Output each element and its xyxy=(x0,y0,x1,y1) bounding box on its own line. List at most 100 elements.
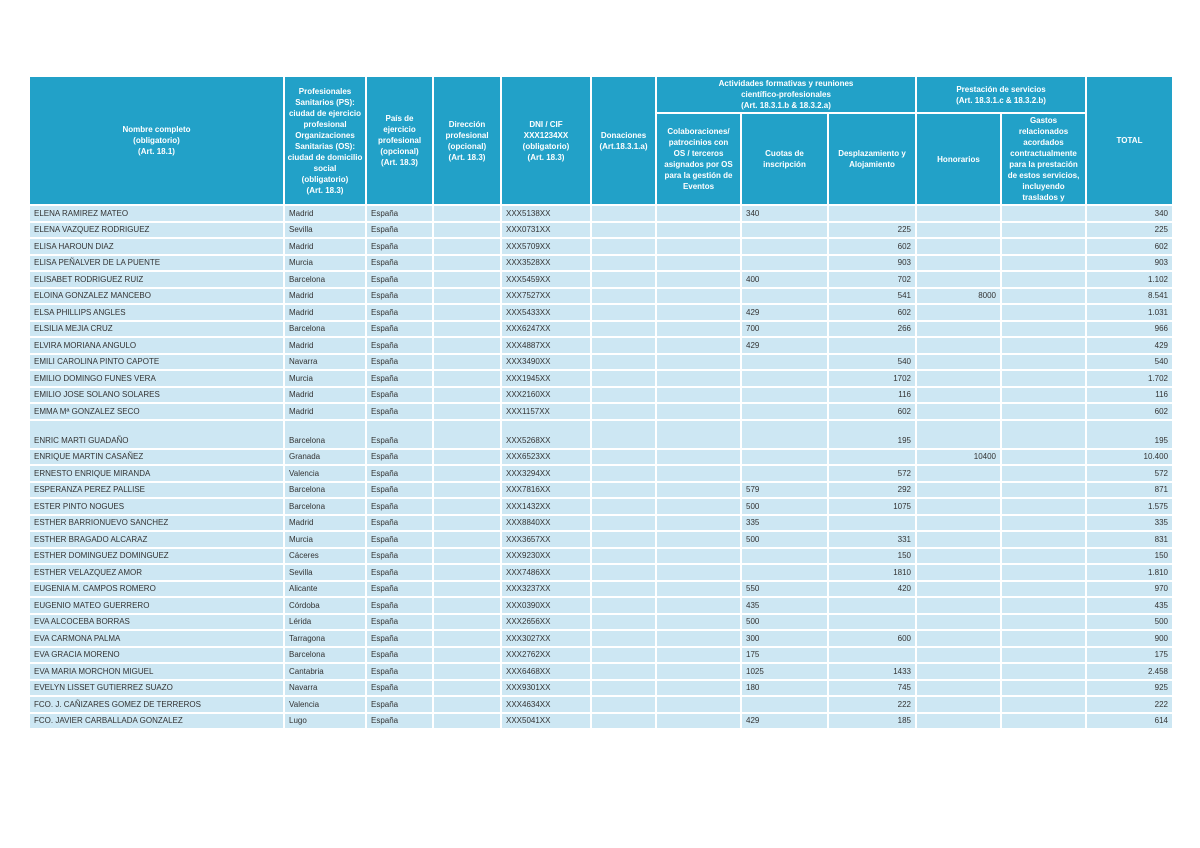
cell-donaciones xyxy=(590,286,657,305)
table-row: ELISA PEÑALVER DE LA PUENTE Murcia Españ… xyxy=(28,253,1175,272)
cell-donaciones xyxy=(590,352,657,371)
cell-pais: España xyxy=(365,369,434,388)
cell-donaciones xyxy=(590,645,657,664)
cell-colaboraciones xyxy=(655,563,742,582)
cell-gastos xyxy=(999,596,1088,615)
cell-nombre: EVA MARIA MORCHON MIGUEL xyxy=(28,662,285,681)
cell-ciudad: Lugo xyxy=(283,711,367,730)
cell-ciudad: Sevilla xyxy=(283,563,367,582)
cell-dni: XXX5459XX xyxy=(500,270,592,289)
cell-direccion xyxy=(432,336,502,355)
cell-honorarios xyxy=(915,513,1002,532)
header-group-actividades-formativas: Actividades formativas y reuniones cient… xyxy=(655,75,917,114)
cell-donaciones xyxy=(590,402,657,421)
cell-ciudad: Navarra xyxy=(283,352,367,371)
cell-ciudad: Madrid xyxy=(283,237,367,256)
table-row: ELISABET RODRIGUEZ RUIZ Barcelona España… xyxy=(28,270,1175,289)
cell-honorarios xyxy=(915,253,1002,272)
table-row: ELVIRA MORIANA ANGULO Madrid España XXX4… xyxy=(28,336,1175,355)
cell-gastos xyxy=(999,480,1088,499)
cell-ciudad: Madrid xyxy=(283,303,367,322)
cell-ciudad: Navarra xyxy=(283,678,367,697)
cell-total: 429 xyxy=(1085,336,1175,355)
cell-nombre: ELENA VAZQUEZ RODRIGUEZ xyxy=(28,220,285,239)
cell-cuotas: 340 xyxy=(740,204,829,223)
cell-colaboraciones xyxy=(655,303,742,322)
cell-pais: España xyxy=(365,303,434,322)
cell-gastos xyxy=(999,220,1088,239)
cell-honorarios xyxy=(915,579,1002,598)
cell-ciudad: Granada xyxy=(283,447,367,466)
cell-donaciones xyxy=(590,579,657,598)
cell-honorarios xyxy=(915,480,1002,499)
cell-nombre: EMILIO JOSE SOLANO SOLARES xyxy=(28,385,285,404)
cell-nombre: EUGENIA M. CAMPOS ROMERO xyxy=(28,579,285,598)
cell-colaboraciones xyxy=(655,579,742,598)
cell-pais: España xyxy=(365,662,434,681)
cell-nombre: EVA CARMONA PALMA xyxy=(28,629,285,648)
cell-ciudad: Lérida xyxy=(283,612,367,631)
cell-desplazamiento xyxy=(827,645,917,664)
cell-cuotas: 400 xyxy=(740,270,829,289)
cell-direccion xyxy=(432,237,502,256)
cell-nombre: ERNESTO ENRIQUE MIRANDA xyxy=(28,464,285,483)
table-row: ELISA HAROUN DIAZ Madrid España XXX5709X… xyxy=(28,237,1175,256)
cell-cuotas xyxy=(740,447,829,466)
cell-direccion xyxy=(432,645,502,664)
cell-colaboraciones xyxy=(655,385,742,404)
cell-nombre: ESTHER BARRIONUEVO SANCHEZ xyxy=(28,513,285,532)
cell-direccion xyxy=(432,480,502,499)
cell-total: 900 xyxy=(1085,629,1175,648)
cell-pais: España xyxy=(365,480,434,499)
cell-donaciones xyxy=(590,711,657,730)
cell-gastos xyxy=(999,530,1088,549)
cell-dni: XXX6523XX xyxy=(500,447,592,466)
cell-ciudad: Madrid xyxy=(283,385,367,404)
cell-pais: España xyxy=(365,695,434,714)
cell-dni: XXX4887XX xyxy=(500,336,592,355)
table-row: FCO. J. CAÑIZARES GOMEZ DE TERREROS Vale… xyxy=(28,695,1175,714)
cell-honorarios xyxy=(915,711,1002,730)
table-row: ERNESTO ENRIQUE MIRANDA Valencia España … xyxy=(28,464,1175,483)
header-nombre-completo: Nombre completo (obligatorio) (Art. 18.1… xyxy=(28,75,285,206)
cell-nombre: ENRIC MARTI GUADAÑO xyxy=(28,418,285,450)
cell-dni: XXX0390XX xyxy=(500,596,592,615)
cell-gastos xyxy=(999,402,1088,421)
cell-total: 602 xyxy=(1085,402,1175,421)
cell-direccion xyxy=(432,204,502,223)
cell-colaboraciones xyxy=(655,513,742,532)
cell-dni: XXX0731XX xyxy=(500,220,592,239)
table-row: EUGENIA M. CAMPOS ROMERO Alicante España… xyxy=(28,579,1175,598)
cell-colaboraciones xyxy=(655,319,742,338)
cell-gastos xyxy=(999,695,1088,714)
cell-cuotas xyxy=(740,418,829,450)
cell-honorarios xyxy=(915,695,1002,714)
cell-ciudad: Murcia xyxy=(283,253,367,272)
cell-ciudad: Madrid xyxy=(283,204,367,223)
cell-direccion xyxy=(432,629,502,648)
cell-dni: XXX1945XX xyxy=(500,369,592,388)
table-row: EVA ALCOCEBA BORRAS Lérida España XXX265… xyxy=(28,612,1175,631)
cell-cuotas xyxy=(740,352,829,371)
cell-honorarios xyxy=(915,530,1002,549)
table-row: ESPERANZA PEREZ PALLISE Barcelona España… xyxy=(28,480,1175,499)
cell-dni: XXX7486XX xyxy=(500,563,592,582)
cell-dni: XXX9230XX xyxy=(500,546,592,565)
cell-nombre: EUGENIO MATEO GUERRERO xyxy=(28,596,285,615)
cell-dni: XXX7527XX xyxy=(500,286,592,305)
cell-donaciones xyxy=(590,385,657,404)
table-row: ENRIC MARTI GUADAÑO Barcelona España XXX… xyxy=(28,418,1175,450)
cell-desplazamiento: 1433 xyxy=(827,662,917,681)
cell-direccion xyxy=(432,497,502,516)
cell-honorarios xyxy=(915,678,1002,697)
cell-nombre: ENRIQUE MARTIN CASAÑEZ xyxy=(28,447,285,466)
cell-honorarios: 8000 xyxy=(915,286,1002,305)
cell-donaciones xyxy=(590,695,657,714)
cell-total: 175 xyxy=(1085,645,1175,664)
cell-ciudad: Barcelona xyxy=(283,480,367,499)
cell-pais: España xyxy=(365,645,434,664)
cell-colaboraciones xyxy=(655,253,742,272)
cell-pais: España xyxy=(365,447,434,466)
cell-gastos xyxy=(999,270,1088,289)
table-row: EMMA Mª GONZALEZ SECO Madrid España XXX1… xyxy=(28,402,1175,421)
